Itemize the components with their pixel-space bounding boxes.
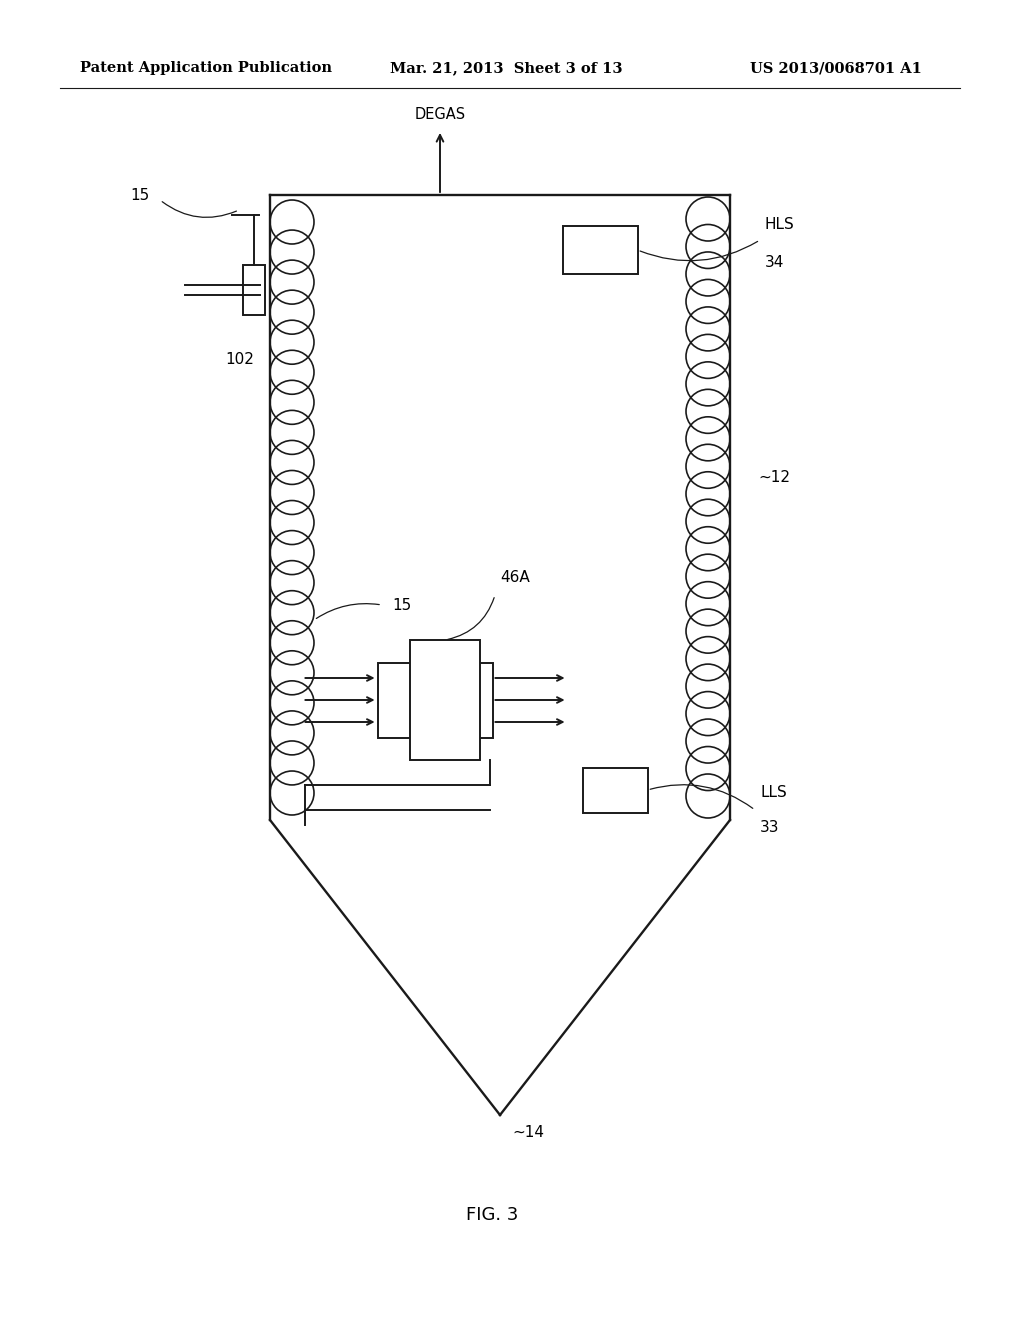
Text: DEGAS: DEGAS [415,107,466,121]
Text: LLS: LLS [760,785,786,800]
Bar [562,226,638,275]
Text: US 2013/0068701 A1: US 2013/0068701 A1 [750,61,922,75]
Text: FIG. 3: FIG. 3 [466,1206,518,1224]
Text: 15: 15 [392,598,412,612]
Text: ~12: ~12 [758,470,790,484]
Text: HLS: HLS [765,216,795,232]
Bar [243,265,265,315]
Text: Patent Application Publication: Patent Application Publication [80,61,332,75]
Text: 46A: 46A [500,570,529,585]
Bar [378,663,493,738]
Text: 34: 34 [765,255,784,271]
Text: ~14: ~14 [512,1125,544,1140]
Bar [410,640,480,760]
Text: 15: 15 [130,187,150,202]
Bar [583,767,647,813]
Text: Mar. 21, 2013  Sheet 3 of 13: Mar. 21, 2013 Sheet 3 of 13 [390,61,623,75]
Text: 102: 102 [225,352,254,367]
Text: 33: 33 [760,820,779,836]
